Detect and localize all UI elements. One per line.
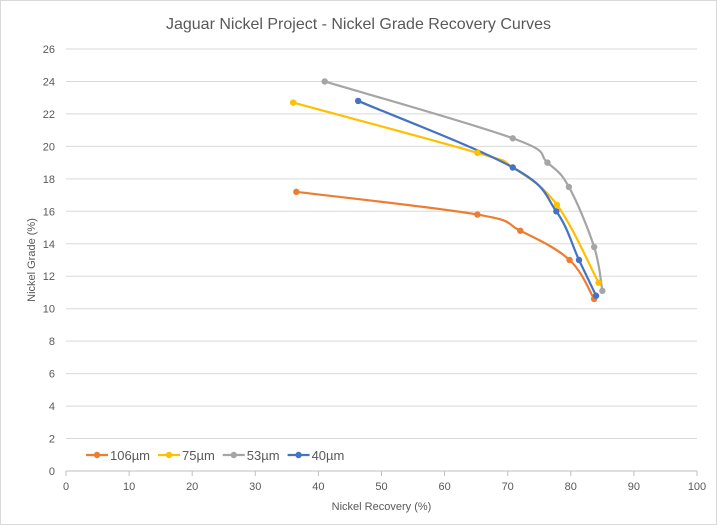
y-tick-label: 14 <box>43 239 55 251</box>
data-point <box>474 211 481 218</box>
series-line <box>296 190 596 300</box>
legend-marker <box>165 451 173 459</box>
legend-marker <box>93 451 101 459</box>
y-tick-label: 18 <box>43 174 55 186</box>
data-point <box>321 78 328 85</box>
data-point <box>595 279 602 286</box>
y-tick-label: 0 <box>49 466 55 478</box>
x-tick-label: 90 <box>628 481 640 493</box>
data-point <box>474 149 481 157</box>
series-line <box>292 101 600 284</box>
data-point <box>553 201 561 209</box>
y-axis-title: Nickel Grade (%) <box>26 218 38 302</box>
data-point <box>289 99 297 106</box>
x-tick-label: 70 <box>502 481 514 493</box>
x-axis-title: Nickel Recovery (%) <box>332 501 432 513</box>
y-tick-label: 12 <box>43 271 55 283</box>
legend-marker <box>295 451 302 459</box>
x-tick-label: 0 <box>63 481 69 493</box>
data-point <box>575 256 583 264</box>
data-point <box>517 227 524 234</box>
data-point <box>590 243 598 251</box>
x-tick-label: 10 <box>123 481 135 493</box>
chart-title: Jaguar Nickel Project - Nickel Grade Rec… <box>165 16 551 33</box>
data-point <box>544 159 551 166</box>
y-tick-label: 2 <box>49 434 55 446</box>
data-point <box>354 97 362 105</box>
data-point <box>509 135 516 142</box>
y-tick-label: 24 <box>43 76 55 88</box>
x-tick-label: 80 <box>565 481 577 493</box>
y-tick-label: 4 <box>49 401 55 413</box>
x-tick-labels: 0 10 20 30 40 50 60 70 80 90 100 <box>63 481 706 493</box>
x-tick-label: 100 <box>688 481 706 493</box>
data-point <box>293 188 300 196</box>
x-tick-label: 40 <box>312 481 324 493</box>
y-tick-label: 16 <box>43 206 55 218</box>
y-tick-label: 26 <box>43 44 55 56</box>
x-tick-label: 20 <box>186 481 198 493</box>
data-point <box>565 183 573 191</box>
y-tick-label: 6 <box>49 369 55 381</box>
legend-label: 53µm <box>247 448 280 463</box>
y-tick-label: 20 <box>43 141 55 153</box>
legend-label: 75µm <box>182 448 215 463</box>
y-tick-label: 10 <box>43 304 55 316</box>
y-tick-label: 22 <box>43 109 55 121</box>
data-point <box>599 287 606 295</box>
legend-label: 40µm <box>312 448 345 463</box>
series-points <box>289 78 606 303</box>
x-tick-label: 50 <box>375 481 387 493</box>
x-tick-label: 60 <box>438 481 450 493</box>
legend-label: 106µm <box>110 448 150 463</box>
axes <box>65 470 698 476</box>
data-point <box>553 208 560 215</box>
x-tick-label: 30 <box>249 481 261 493</box>
legend: 106µm 75µm 53µm 40µm <box>86 448 344 463</box>
series-line <box>324 80 604 292</box>
data-point <box>566 256 573 264</box>
y-tick-label: 8 <box>49 336 55 348</box>
legend-marker <box>230 451 237 459</box>
gridlines <box>66 48 697 440</box>
data-point <box>592 292 600 299</box>
data-point <box>509 164 516 171</box>
series-line <box>357 99 598 297</box>
